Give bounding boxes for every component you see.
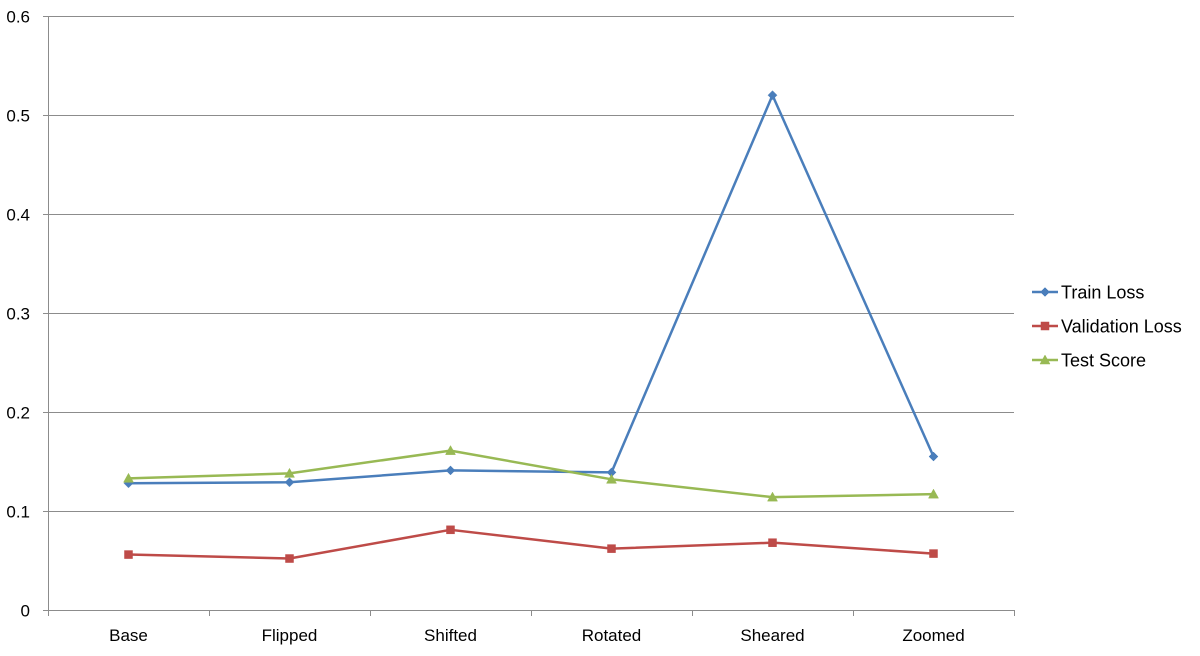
x-tick-label: Rotated	[582, 626, 642, 645]
x-tick-label: Shifted	[424, 626, 477, 645]
legend-label: Train Loss	[1061, 283, 1144, 303]
y-tick-label: 0.1	[6, 503, 30, 522]
gridlines	[48, 16, 1014, 512]
x-tick-label: Sheared	[740, 626, 804, 645]
y-tick-label: 0.3	[6, 305, 30, 324]
data-point-test-score	[123, 472, 134, 483]
data-point-validation-loss	[768, 538, 777, 547]
data-point-train-loss	[928, 451, 939, 462]
data-point-test-score	[767, 491, 778, 502]
series-train-loss	[123, 90, 939, 489]
data-point-test-score	[606, 473, 617, 484]
y-tick-label: 0.5	[6, 107, 30, 126]
series-test-score	[123, 445, 939, 502]
y-tick-label: 0.6	[6, 8, 30, 27]
legend-marker	[1040, 321, 1050, 331]
data-point-train-loss	[284, 477, 295, 488]
series-line-train-loss	[128, 93, 935, 485]
y-tick-label: 0.2	[6, 404, 30, 423]
x-tick-labels: Base Flipped Shifted Rotated Sheared Zoomed	[109, 626, 965, 645]
series-line-test-score	[128, 449, 934, 499]
data-point-validation-loss	[285, 554, 294, 563]
y-tick-label: 0	[21, 602, 30, 621]
data-point-validation-loss	[607, 544, 616, 553]
legend-item-test-score: Test Score	[1032, 351, 1146, 371]
data-point-validation-loss	[446, 525, 455, 535]
data-point-test-score	[445, 445, 456, 455]
x-tick-label: Zoomed	[902, 626, 964, 645]
data-point-validation-loss	[124, 550, 133, 559]
data-point-train-loss	[445, 465, 456, 476]
data-point-validation-loss	[929, 549, 938, 558]
legend: Train Loss Validation Loss Test Score	[1032, 283, 1182, 371]
legend-label: Validation Loss	[1061, 317, 1182, 337]
x-tick-label: Flipped	[262, 626, 318, 645]
legend-label: Test Score	[1061, 351, 1146, 371]
data-point-train-loss	[767, 90, 778, 101]
data-point-test-score	[284, 467, 295, 478]
legend-marker	[1039, 354, 1051, 365]
series-lines	[123, 90, 939, 563]
x-tick-label: Base	[109, 626, 148, 645]
series-validation-loss	[124, 525, 938, 563]
legend-item-validation-loss: Validation Loss	[1032, 317, 1182, 337]
y-tick-label: 0.4	[6, 206, 30, 225]
legend-marker	[1040, 287, 1050, 297]
series-line-validation-loss	[128, 528, 934, 560]
axes	[43, 16, 1015, 616]
legend-item-train-loss: Train Loss	[1032, 283, 1144, 303]
data-point-test-score	[928, 488, 939, 499]
y-tick-labels: 0 0.1 0.2 0.3 0.4 0.5 0.6	[6, 8, 30, 621]
